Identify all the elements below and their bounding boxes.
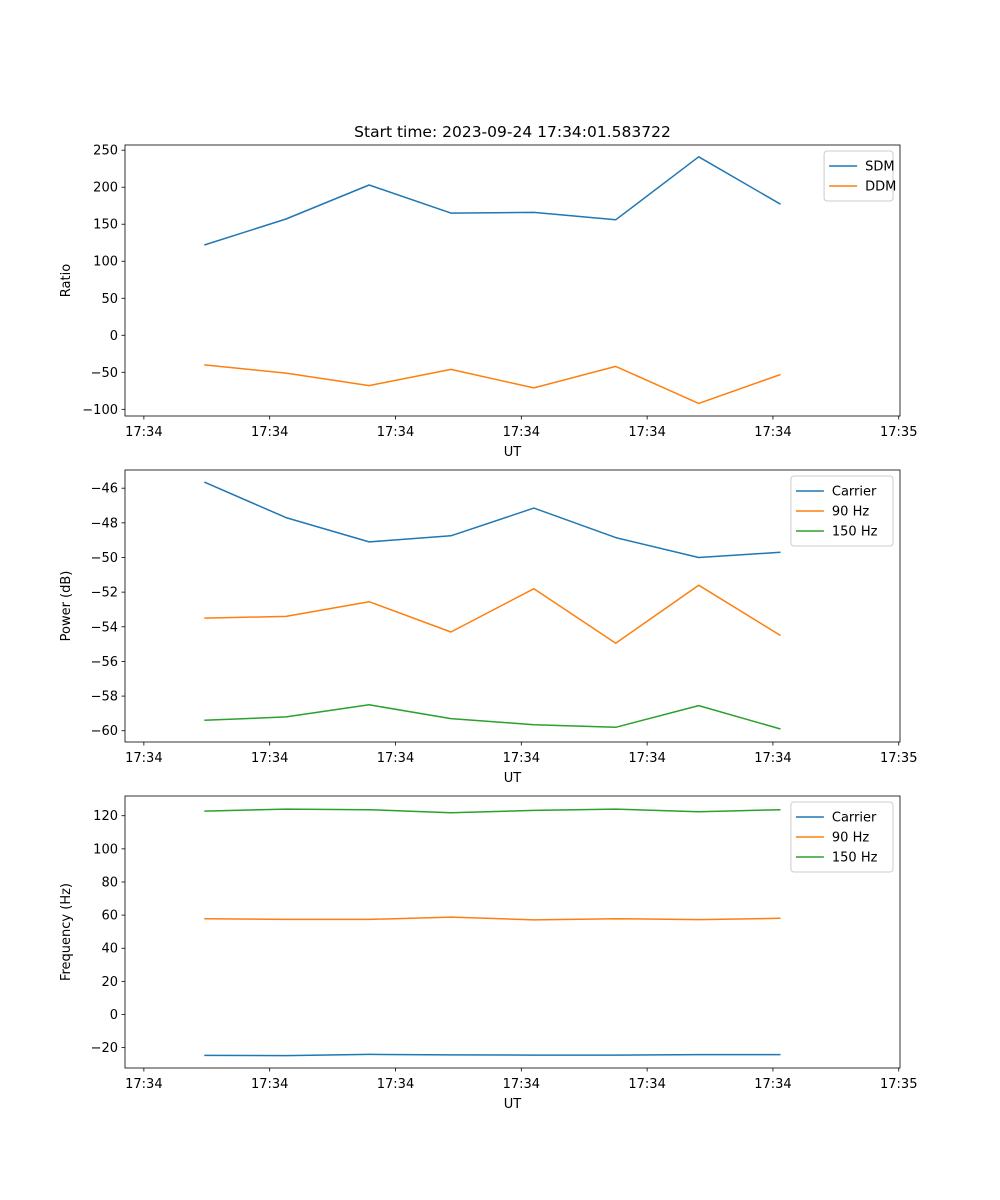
y-axis-label: Frequency (Hz)	[59, 883, 74, 981]
legend-label: 90 Hz	[832, 831, 869, 846]
y-tick-label: 50	[101, 292, 118, 307]
series-line-150-hz	[204, 704, 781, 730]
y-axis-label: Power (dB)	[59, 571, 74, 642]
legend: Carrier 90 Hz 150 Hz	[790, 475, 894, 547]
legend-label: SDM	[865, 160, 894, 175]
x-tick-label: 17:34	[377, 425, 414, 440]
x-tick-label: 17:34	[628, 1077, 665, 1092]
y-tick-label: 100	[93, 255, 118, 270]
x-tick-label: 17:34	[377, 751, 414, 766]
x-tick-label: 17:34	[754, 1077, 791, 1092]
x-tick-label: 17:34	[125, 1077, 162, 1092]
y-tick-label: 120	[93, 809, 118, 824]
x-tick-label: 17:34	[251, 1077, 288, 1092]
y-tick-label: −56	[91, 655, 118, 670]
legend-label: Carrier	[832, 811, 877, 826]
series-line-carrier	[204, 1053, 781, 1057]
x-tick-label: 17:34	[125, 425, 162, 440]
y-tick-label: 60	[101, 909, 118, 924]
series-line-90-hz	[204, 584, 781, 644]
x-tick-label: 17:34	[628, 425, 665, 440]
x-tick-label: 17:34	[251, 751, 288, 766]
x-tick-label: 17:34	[125, 751, 162, 766]
axes-frame	[124, 469, 901, 743]
legend-label: 150 Hz	[832, 851, 878, 866]
y-tick-label: 100	[93, 842, 118, 857]
x-tick-label: 17:34	[377, 1077, 414, 1092]
y-axis-label: Ratio	[59, 264, 74, 297]
x-tick-label: 17:35	[880, 425, 917, 440]
y-tick-label: −48	[91, 516, 118, 531]
legend: Carrier 90 Hz 150 Hz	[790, 801, 894, 873]
y-tick-label: −100	[82, 403, 118, 418]
axes-frame	[124, 144, 901, 417]
legend-label: Carrier	[832, 485, 877, 500]
y-tick-label: 250	[93, 144, 118, 159]
x-axis-label: UT	[504, 771, 522, 786]
legend-box	[790, 801, 894, 873]
y-tick-label: −46	[91, 482, 118, 497]
y-tick-label: 20	[101, 975, 118, 990]
y-tick-label: 150	[93, 218, 118, 233]
x-tick-label: 17:35	[880, 1077, 917, 1092]
x-tick-label: 17:35	[880, 751, 917, 766]
x-axis-label: UT	[504, 1097, 522, 1112]
x-tick-label: 17:34	[251, 425, 288, 440]
y-tick-label: 80	[101, 875, 118, 890]
series-line-150-hz	[204, 808, 781, 814]
axes-3: 17:34 17:34 17:34 17:34 17:34 17:34 17:35 −20 0 2…	[59, 795, 917, 1112]
series-line-90-hz	[204, 916, 781, 921]
y-tick-label: −54	[91, 620, 118, 635]
y-tick-label: −50	[91, 366, 118, 381]
y-tick-label: −58	[91, 690, 118, 705]
x-axis-label: UT	[504, 445, 522, 460]
y-tick-label: −20	[91, 1041, 118, 1056]
legend-label: DDM	[865, 180, 896, 195]
axes-1: 17:34 17:34 17:34 17:34 17:34 17:34 17:35 −100 −…	[59, 123, 917, 460]
chart-title: Start time: 2023-09-24 17:34:01.583722	[354, 123, 671, 141]
y-tick-label: −60	[91, 724, 118, 739]
x-tick-label: 17:34	[628, 751, 665, 766]
legend-label: 90 Hz	[832, 505, 869, 520]
series-line-carrier	[204, 481, 781, 559]
legend-box	[823, 150, 894, 202]
series-line-sdm	[204, 156, 781, 246]
x-tick-label: 17:34	[503, 751, 540, 766]
y-tick-label: 0	[110, 329, 118, 344]
x-tick-label: 17:34	[503, 425, 540, 440]
y-tick-label: 200	[93, 181, 118, 196]
legend-label: 150 Hz	[832, 525, 878, 540]
x-tick-label: 17:34	[754, 751, 791, 766]
y-tick-label: −50	[91, 551, 118, 566]
y-tick-label: 0	[110, 1008, 118, 1023]
y-tick-label: −52	[91, 586, 118, 601]
y-tick-label: 40	[101, 942, 118, 957]
x-tick-label: 17:34	[754, 425, 791, 440]
x-tick-label: 17:34	[503, 1077, 540, 1092]
series-line-ddm	[204, 364, 781, 405]
axes-frame	[124, 795, 901, 1069]
legend-box	[790, 475, 894, 547]
axes-2: 17:34 17:34 17:34 17:34 17:34 17:34 17:35 −60 −5…	[59, 469, 917, 786]
legend: SDM DDM	[823, 150, 896, 202]
